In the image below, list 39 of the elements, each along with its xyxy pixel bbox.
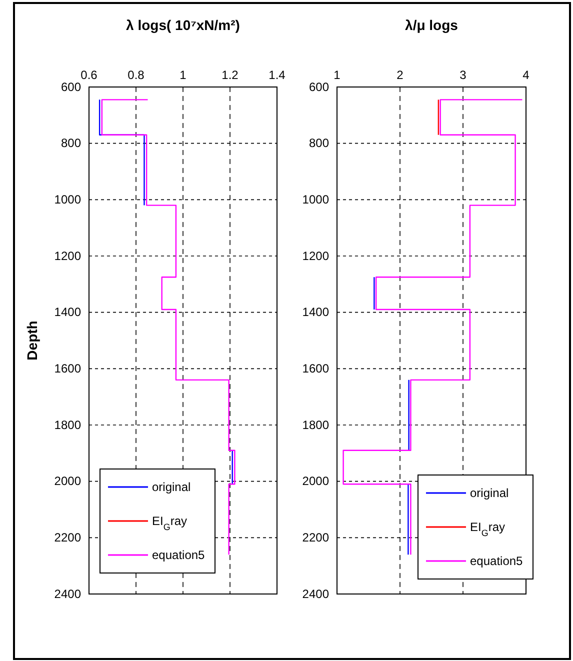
y-tick-label: 1400 (302, 305, 330, 320)
legend-label: original (152, 480, 191, 494)
y-tick-label: 2000 (302, 474, 330, 488)
y-tick-label: 800 (60, 136, 82, 150)
y-tick-label: 1000 (302, 192, 330, 207)
y-tick-label: 1000 (54, 192, 82, 207)
y-tick-label: 1800 (54, 418, 82, 432)
legend-label: equation5 (152, 548, 206, 562)
y-tick-label: 1800 (302, 418, 330, 432)
y-tick-label: 2200 (54, 530, 82, 545)
y-tick-label: 600 (60, 80, 82, 94)
line-series (342, 99, 523, 556)
x-tick-label: 0.8 (128, 68, 145, 82)
legend-label: equation5 (470, 554, 524, 568)
legend-label: EI$_{G}$ray (470, 520, 506, 538)
y-axis-title: Depth (24, 320, 40, 360)
y-tick-label: 1400 (54, 305, 82, 320)
y-tick-label: 1200 (302, 248, 330, 263)
y-tick-label: 1600 (302, 362, 330, 376)
chart-title: λ logs( 10⁷xN/m²) (126, 17, 240, 33)
x-tick-label: 0.6 (80, 68, 98, 82)
x-tick-label: 1.4 (268, 68, 286, 82)
legend-label: original (470, 486, 509, 500)
y-tick-label: 2000 (54, 474, 82, 488)
y-tick-label: 800 (308, 136, 330, 150)
y-tick-label: 2400 (302, 586, 330, 601)
x-tick-label: 1 (334, 68, 341, 82)
x-tick-label: 4 (522, 68, 530, 82)
chart-title: λ/μ logs (405, 17, 458, 33)
y-tick-label: 2200 (302, 530, 330, 545)
legend-label: EI$_{G}$ray (152, 514, 188, 532)
x-tick-label: 3 (460, 68, 467, 82)
y-tick-label: 1200 (54, 248, 82, 263)
y-tick-label: 2400 (54, 586, 82, 601)
x-tick-label: 2 (396, 68, 404, 82)
x-tick-label: 1.2 (222, 68, 239, 82)
y-tick-label: 600 (308, 80, 330, 94)
x-tick-label: 1 (180, 68, 187, 82)
y-tick-label: 1600 (54, 362, 82, 376)
